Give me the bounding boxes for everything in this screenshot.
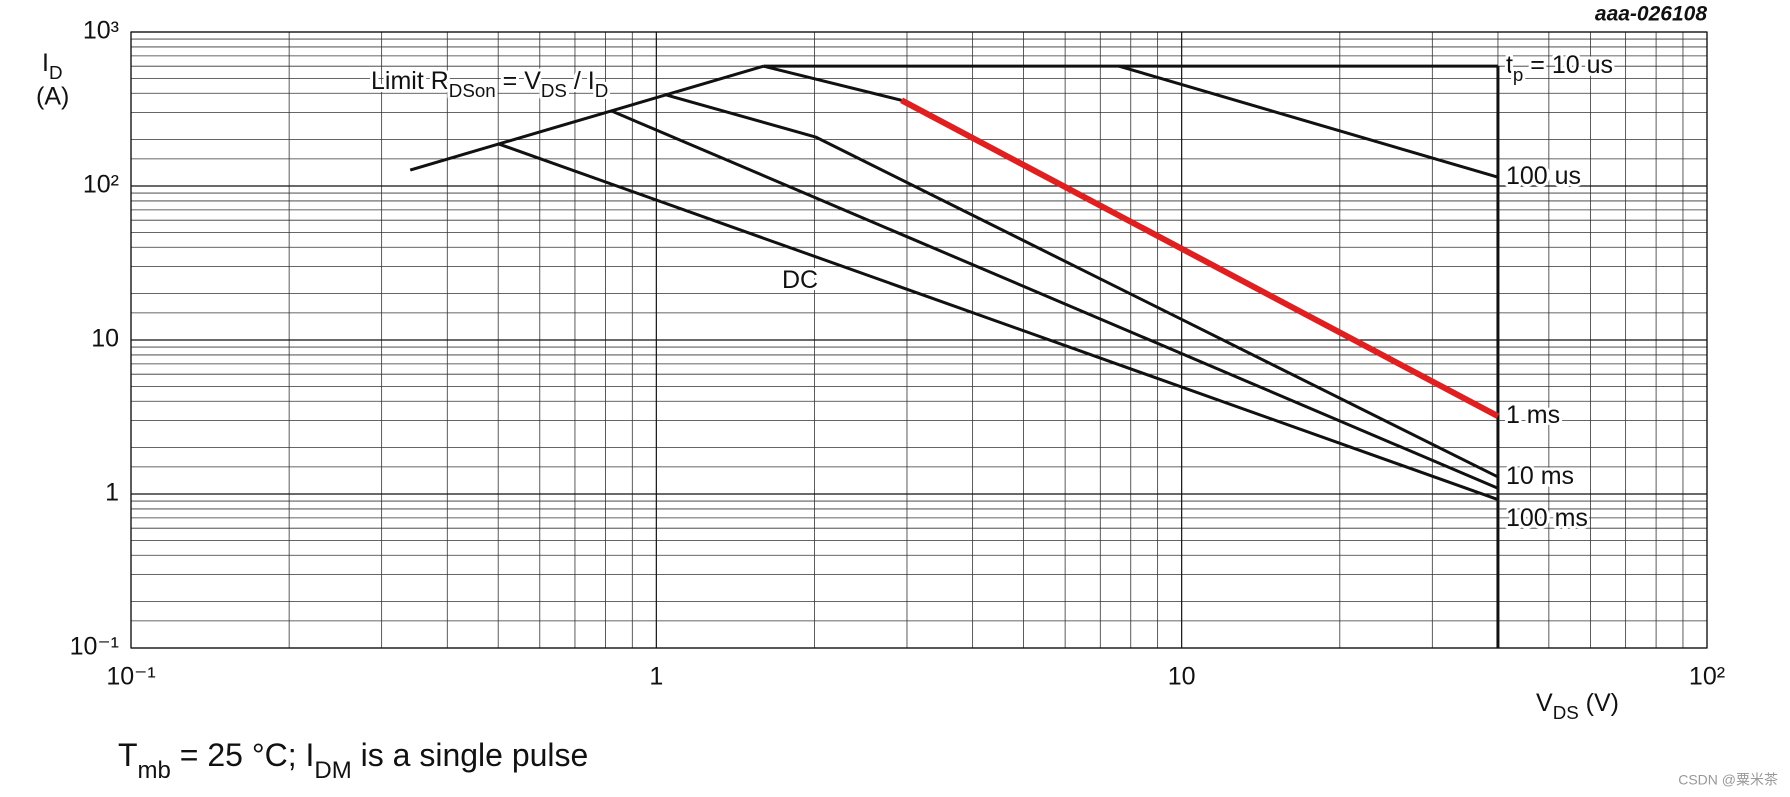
y-tick-label: 10⁻¹	[70, 633, 119, 661]
series-label: 100 us	[1506, 162, 1581, 190]
y-tick-label: 10	[91, 325, 119, 353]
series-label-part: = 10 us	[1523, 51, 1613, 79]
series-line	[409, 64, 764, 172]
series-line	[497, 142, 1499, 501]
series-label: 10 ms	[1506, 462, 1574, 490]
x-tick-label: 1	[649, 663, 663, 691]
annotation-part: DSon	[449, 80, 496, 101]
annotation: Limit RDSon = VDS / ID	[371, 67, 608, 102]
series-line	[900, 97, 1500, 419]
footnote-part: T	[118, 737, 138, 773]
series-label: DC	[782, 266, 818, 294]
x-tick-label: 10	[1168, 663, 1196, 691]
series-label: 1 ms	[1506, 401, 1560, 429]
series-label-part: 100 us	[1506, 162, 1581, 190]
footnote-part: DM	[314, 757, 351, 784]
series-line	[610, 109, 1499, 490]
x-axis-label-part: (V)	[1579, 689, 1619, 717]
footnote: Tmb = 25 °C; IDM is a single pulse	[118, 737, 588, 783]
y-axis-label-part: D	[49, 62, 63, 83]
annotation-part: = V	[496, 67, 541, 95]
series-label-part: t	[1506, 51, 1513, 79]
y-tick-label: 10³	[83, 17, 119, 45]
annotation-part: / I	[567, 67, 595, 95]
x-axis-label-part: DS	[1553, 702, 1579, 723]
y-tick-label: 10²	[83, 171, 119, 199]
footnote-part: = 25 °C; I	[171, 737, 315, 773]
series-line	[1118, 64, 1499, 179]
series-label-part: 1 ms	[1506, 401, 1560, 429]
series-label-part: p	[1513, 65, 1523, 86]
x-axis-label: VDS (V)	[1536, 689, 1619, 724]
x-tick-label: 10²	[1689, 663, 1725, 691]
series-label-part: 100 ms	[1506, 504, 1588, 532]
annotation-part: D	[595, 80, 609, 101]
figure-code: aaa-026108	[1595, 3, 1707, 26]
series-label-part: DC	[782, 266, 818, 294]
series-label: 100 ms	[1506, 504, 1588, 532]
series-line	[763, 64, 902, 102]
annotation-part: Limit R	[371, 67, 449, 95]
footnote-part: mb	[138, 757, 171, 784]
y-axis-unit: (A)	[36, 83, 69, 111]
footnote-part: is a single pulse	[352, 737, 589, 773]
watermark: CSDN @粟米茶	[1678, 772, 1778, 788]
x-axis-label-part: V	[1536, 689, 1553, 717]
annotation-part: DS	[541, 80, 567, 101]
series-line	[664, 93, 1499, 479]
plot-frame	[130, 31, 1708, 649]
x-tick-label: 10⁻¹	[106, 663, 155, 691]
y-tick-label: 1	[105, 479, 119, 507]
y-axis-label: ID	[42, 49, 63, 84]
series-label-part: 10 ms	[1506, 462, 1574, 490]
series-label: tp = 10 us	[1506, 51, 1613, 86]
y-axis-label-part: I	[42, 49, 49, 77]
